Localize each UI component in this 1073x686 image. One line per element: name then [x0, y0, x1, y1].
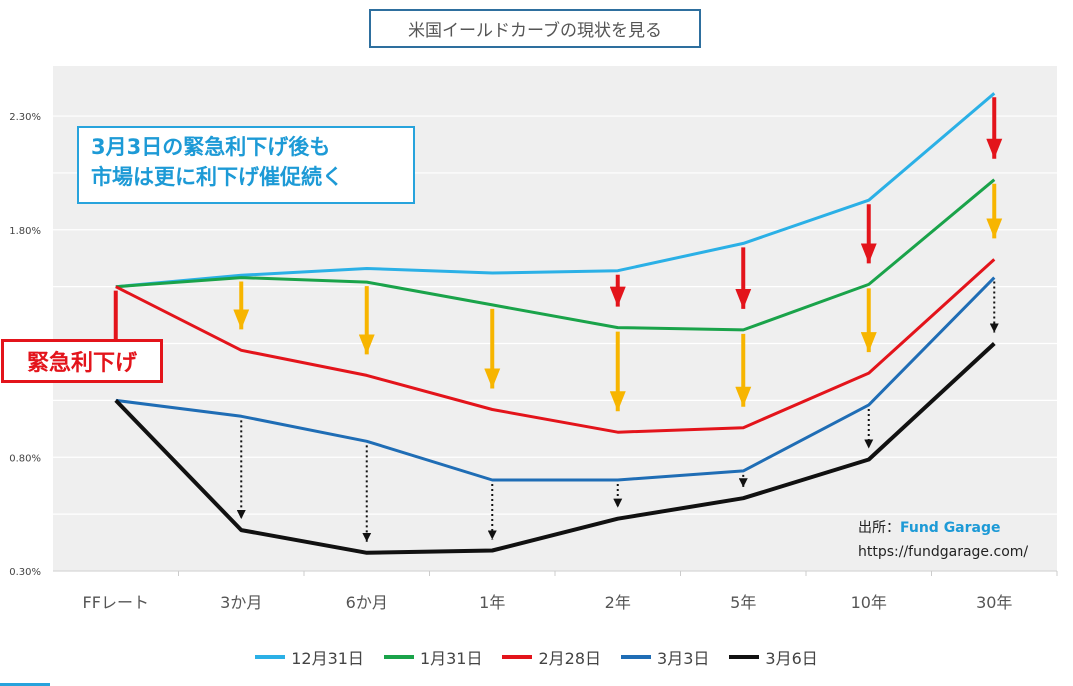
legend-swatch [383, 655, 414, 659]
legend-swatch [729, 655, 760, 659]
legend-item-1: 12月31日 [255, 645, 364, 669]
source-credit: 出所：Fund Garage https://fundgarage.com/ [858, 516, 1028, 564]
y-tick-label: 1.80% [9, 226, 41, 237]
legend-label: 1月31日 [419, 649, 483, 668]
source-url: https://fundgarage.com/ [858, 544, 1029, 560]
legend-item-4: 3月3日 [621, 645, 709, 669]
legend-swatch [621, 655, 652, 659]
x-tick-label: FFレート [83, 593, 149, 612]
bottom-accent [0, 683, 50, 686]
chart-legend: 12月31日 1月31日 2月28日 3月3日 3月6日 [0, 644, 1073, 670]
annotation-line-1: 3月3日の緊急利下げ後も [91, 135, 331, 159]
y-tick-label: 0.30% [9, 567, 41, 578]
series-line-4 [115, 276, 996, 482]
series-line-5 [114, 342, 996, 555]
legend-label: 3月6日 [765, 649, 818, 668]
annotation-line-2: 市場は更に利下げ催促続く [91, 165, 343, 189]
legend-label: 12月31日 [291, 649, 364, 668]
x-tick-label: 1年 [479, 593, 505, 612]
legend-item-3: 2月28日 [502, 645, 601, 669]
source-prefix: 出所： [858, 520, 900, 536]
y-tick-label: 2.30% [9, 112, 41, 123]
x-tick-label: 6か月 [346, 593, 388, 612]
legend-label: 2月28日 [538, 649, 602, 668]
series-line-3 [115, 258, 996, 434]
series-line-2 [115, 178, 996, 332]
x-tick-label: 10年 [851, 593, 887, 612]
legend-item-2: 1月31日 [383, 645, 483, 669]
x-tick-label: 30年 [976, 593, 1012, 612]
x-tick-label: 2年 [605, 593, 631, 612]
legend-label: 3月3日 [657, 649, 710, 668]
x-tick-label: 5年 [730, 593, 756, 612]
chart-title: 米国イールドカーブの現状を見る [369, 9, 701, 48]
emergency-cut-label: 緊急利下げ [1, 339, 163, 383]
legend-swatch [255, 655, 286, 659]
y-tick-label: 0.80% [9, 453, 41, 464]
series-line-1 [115, 92, 996, 289]
x-tick-label: 3か月 [220, 593, 262, 612]
legend-item-5: 3月6日 [729, 645, 818, 669]
source-brand: Fund Garage [900, 520, 1001, 536]
legend-swatch [502, 655, 533, 659]
annotation-box: 3月3日の緊急利下げ後も 市場は更に利下げ催促続く [77, 126, 415, 204]
